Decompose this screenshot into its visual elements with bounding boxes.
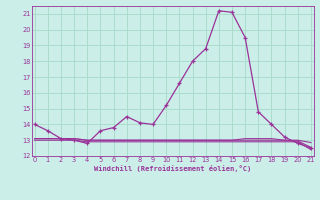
X-axis label: Windchill (Refroidissement éolien,°C): Windchill (Refroidissement éolien,°C) <box>94 165 252 172</box>
